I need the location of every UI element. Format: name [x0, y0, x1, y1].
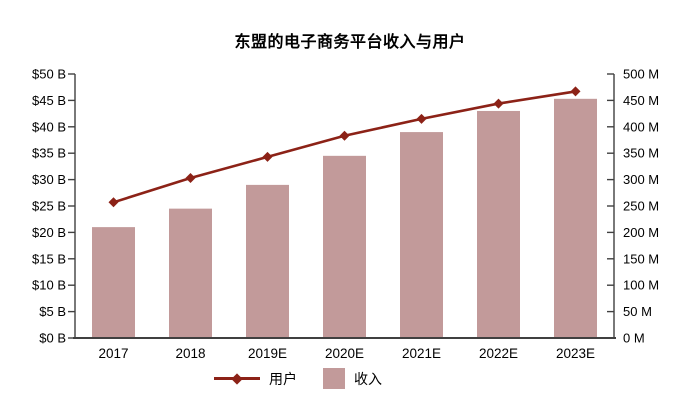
users-marker: [262, 151, 273, 162]
legend-label-revenue: 收入: [354, 370, 382, 387]
x-axis-category-label: 2023E: [556, 346, 595, 361]
x-axis-category-label: 2021E: [402, 346, 441, 361]
left-axis-tick-label: $40 B: [32, 119, 66, 134]
users-marker: [108, 197, 119, 208]
right-axis-tick-label: 50 M: [623, 304, 652, 319]
chart-title: 东盟的电子商务平台收入与用户: [234, 34, 466, 51]
x-axis-category-label: 2022E: [479, 346, 518, 361]
right-axis-tick-label: 300 M: [623, 172, 659, 187]
left-axis-tick-label: $45 B: [32, 93, 66, 108]
revenue-bar: [92, 227, 135, 338]
revenue-bar: [477, 110, 520, 339]
left-axis-tick-label: $15 B: [32, 251, 66, 266]
left-axis-tick-label: $25 B: [32, 199, 66, 214]
right-axis-tick-label: 500 M: [623, 67, 659, 82]
users-line-sample: [214, 372, 260, 385]
left-axis-tick-label: $50 B: [32, 67, 66, 82]
users-marker: [339, 130, 350, 141]
left-axis-tick-label: $5 B: [39, 304, 66, 319]
diamond-marker-icon: [231, 372, 243, 385]
left-axis-tick-label: $0 B: [39, 331, 66, 346]
revenue-bar: [554, 98, 597, 338]
legend-item-revenue: 收入: [323, 368, 382, 389]
right-axis-tick-label: 0 M: [623, 331, 645, 346]
users-marker: [493, 98, 504, 109]
legend: 用户 收入: [0, 368, 648, 389]
users-marker: [570, 86, 581, 97]
revenue-bar-sample: [323, 368, 345, 389]
right-axis-tick-label: 150 M: [623, 251, 659, 266]
legend-item-users: 用户: [214, 369, 297, 389]
left-axis-tick-label: $35 B: [32, 146, 66, 161]
right-axis-tick-label: 100 M: [623, 278, 659, 293]
right-axis-tick-label: 350 M: [623, 146, 659, 161]
x-axis-category-label: 2017: [98, 346, 128, 361]
right-axis-tick-label: 400 M: [623, 119, 659, 134]
revenue-bar: [169, 208, 212, 338]
revenue-bar: [246, 184, 289, 338]
left-axis-tick-label: $10 B: [32, 278, 66, 293]
right-axis-tick-label: 250 M: [623, 199, 659, 214]
left-axis-tick-label: $30 B: [32, 172, 66, 187]
users-marker: [416, 113, 427, 124]
right-axis-tick-label: 450 M: [623, 93, 659, 108]
left-axis-tick-label: $20 B: [32, 225, 66, 240]
x-axis-category-label: 2020E: [325, 346, 364, 361]
revenue-bar: [323, 155, 366, 338]
revenue-bar: [400, 132, 443, 338]
right-axis-tick-label: 200 M: [623, 225, 659, 240]
x-axis-category-label: 2019E: [248, 346, 287, 361]
legend-label-users: 用户: [269, 370, 297, 387]
x-axis-category-label: 2018: [175, 346, 205, 361]
users-marker: [185, 173, 196, 184]
